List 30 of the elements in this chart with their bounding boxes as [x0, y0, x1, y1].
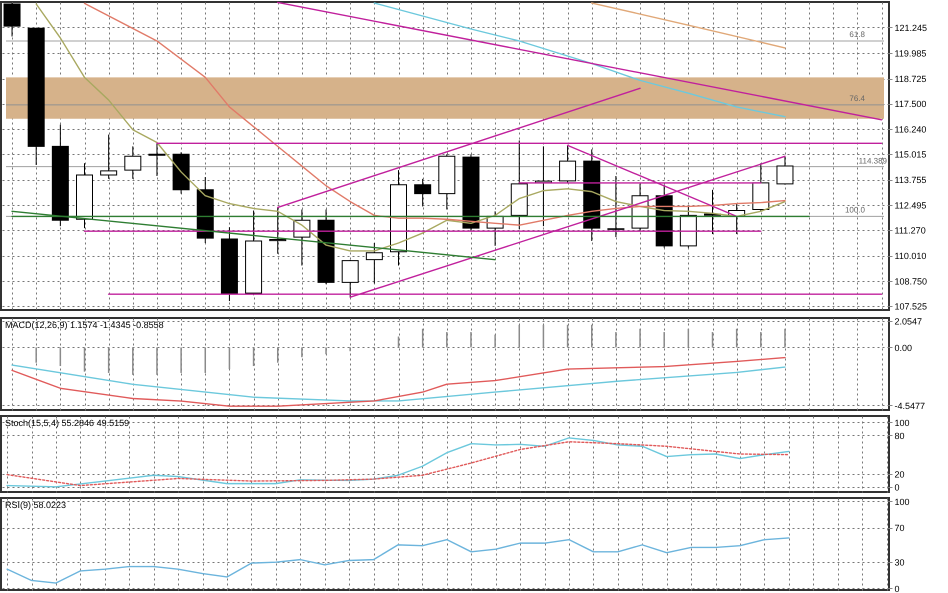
y-tick-label: -4.5477: [894, 401, 926, 411]
y-tick-label: 20: [894, 469, 905, 480]
y-tick-label: 100: [894, 418, 910, 428]
annotation: 100.0: [844, 205, 866, 214]
y-tick-label: 0.00: [894, 342, 912, 353]
y-tick-label: 70: [894, 523, 905, 534]
y-tick-label: 30: [894, 558, 905, 568]
y-tick-label: 119.985: [894, 48, 926, 59]
y-tick-label: 111.270: [894, 226, 926, 236]
y-tick-label: 100: [894, 496, 910, 507]
y-tick-label: 116.240: [894, 124, 926, 135]
y-tick-label: 113.755: [894, 175, 926, 186]
y-tick-label: 115.015: [894, 149, 926, 160]
y-tick-label: 0: [894, 584, 900, 593]
chart-title: MACD(12,26,9) 1.1574 -1.4345 -0.8558: [5, 320, 164, 330]
y-tick-label: 0: [894, 482, 900, 492]
y-tick-label: 2.0547: [894, 316, 922, 327]
y-tick-label: 118.725: [894, 74, 926, 84]
y-tick-label: 112.495: [894, 200, 926, 211]
y-tick-label: 110.010: [894, 251, 926, 262]
annotation: 61.8: [849, 30, 866, 39]
y-tick-label: 107.525: [894, 302, 928, 312]
chart-title: Stoch(15,5,4) 55.2846 49.5159: [5, 418, 130, 428]
y-tick-label: 80: [894, 430, 905, 441]
y-tick-label: 121.245: [894, 22, 928, 33]
chart-title: RSI(9) 58.0223: [5, 500, 66, 510]
y-tick-label: 117.500: [894, 99, 926, 110]
ref-line-label: 114.389: [858, 156, 888, 166]
annotation: 76.4: [849, 94, 866, 103]
y-tick-label: 108.750: [894, 276, 928, 287]
